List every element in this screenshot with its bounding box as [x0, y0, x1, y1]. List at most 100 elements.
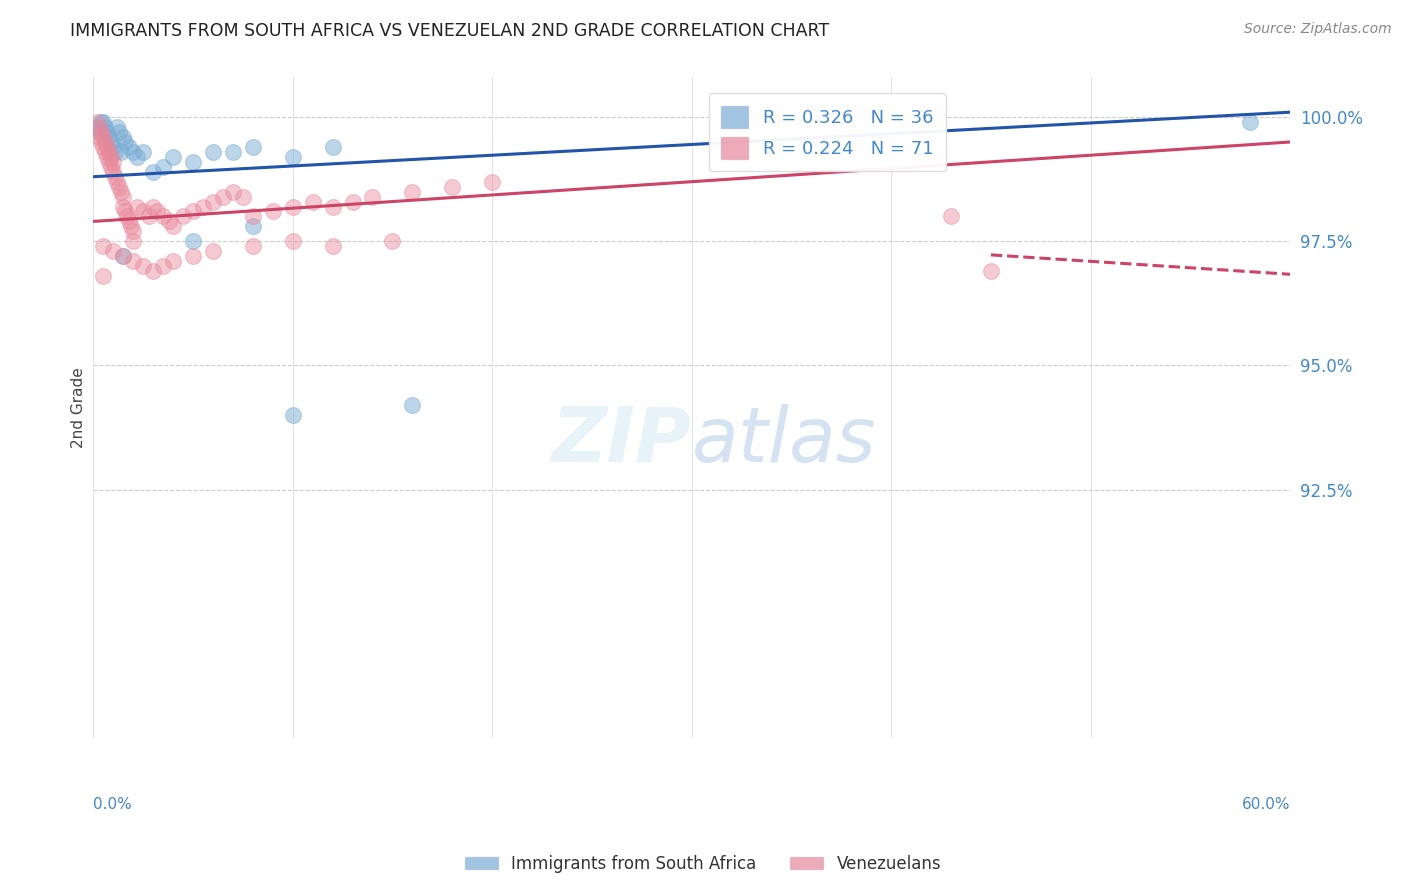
Y-axis label: 2nd Grade: 2nd Grade [72, 368, 86, 448]
Point [242, 239, 264, 253]
Point [342, 194, 364, 209]
Text: 0.0%: 0.0% [93, 797, 132, 813]
Point [162, 150, 184, 164]
Point [980, 264, 1002, 278]
Legend: Immigrants from South Africa, Venezuelans: Immigrants from South Africa, Venezuelan… [458, 848, 948, 880]
Point [98, 154, 121, 169]
Point [262, 204, 284, 219]
Point [120, 219, 142, 234]
Point [142, 165, 165, 179]
Point [232, 189, 254, 203]
Point [242, 210, 264, 224]
Point [115, 210, 138, 224]
Point [401, 398, 423, 412]
Point [118, 214, 141, 228]
Point [114, 204, 136, 219]
Point [112, 200, 135, 214]
Point [91, 130, 114, 145]
Point [101, 165, 124, 179]
Text: atlas: atlas [692, 403, 876, 477]
Point [98, 145, 121, 159]
Point [91, 268, 114, 283]
Point [381, 234, 404, 248]
Point [112, 249, 135, 263]
Point [112, 130, 135, 145]
Text: Source: ZipAtlas.com: Source: ZipAtlas.com [1244, 22, 1392, 37]
Point [281, 150, 304, 164]
Point [96, 150, 118, 164]
Point [114, 135, 136, 149]
Point [89, 130, 111, 145]
Point [281, 200, 304, 214]
Point [100, 150, 122, 164]
Text: 60.0%: 60.0% [1241, 797, 1291, 813]
Point [90, 135, 112, 149]
Point [118, 140, 141, 154]
Point [112, 249, 135, 263]
Point [281, 234, 304, 248]
Point [108, 179, 131, 194]
Point [222, 145, 245, 159]
Point [110, 185, 132, 199]
Point [401, 185, 423, 199]
Point [104, 169, 127, 184]
Point [181, 249, 204, 263]
Point [361, 189, 384, 203]
Point [191, 200, 214, 214]
Point [100, 160, 122, 174]
Point [242, 140, 264, 154]
Point [101, 244, 124, 259]
Point [112, 189, 135, 203]
Point [142, 264, 165, 278]
Point [86, 115, 108, 129]
Point [481, 175, 503, 189]
Point [122, 145, 145, 159]
Point [110, 145, 132, 159]
Point [122, 254, 145, 268]
Point [281, 408, 304, 422]
Point [96, 140, 118, 154]
Point [152, 210, 174, 224]
Point [89, 125, 111, 139]
Point [162, 254, 184, 268]
Point [132, 145, 155, 159]
Point [122, 234, 145, 248]
Point [98, 130, 121, 145]
Point [90, 125, 112, 139]
Point [125, 200, 148, 214]
Point [242, 219, 264, 234]
Point [152, 160, 174, 174]
Point [89, 120, 111, 134]
Point [105, 175, 128, 189]
Point [132, 259, 155, 273]
Point [1239, 115, 1261, 129]
Point [212, 189, 235, 203]
Point [181, 154, 204, 169]
Point [96, 125, 118, 139]
Text: ZIP: ZIP [553, 403, 692, 477]
Point [142, 200, 165, 214]
Point [125, 150, 148, 164]
Point [172, 210, 194, 224]
Point [91, 239, 114, 253]
Point [181, 234, 204, 248]
Point [201, 145, 224, 159]
Point [152, 259, 174, 273]
Point [157, 214, 180, 228]
Point [162, 219, 184, 234]
Point [122, 224, 145, 238]
Point [322, 140, 344, 154]
Point [301, 194, 323, 209]
Point [91, 140, 114, 154]
Point [146, 204, 169, 219]
Legend: R = 0.326   N = 36, R = 0.224   N = 71: R = 0.326 N = 36, R = 0.224 N = 71 [709, 93, 946, 171]
Point [222, 185, 245, 199]
Point [101, 140, 124, 154]
Point [100, 135, 122, 149]
Point [91, 115, 114, 129]
Point [90, 115, 112, 129]
Point [181, 204, 204, 219]
Point [138, 210, 160, 224]
Point [322, 200, 344, 214]
Point [201, 244, 224, 259]
